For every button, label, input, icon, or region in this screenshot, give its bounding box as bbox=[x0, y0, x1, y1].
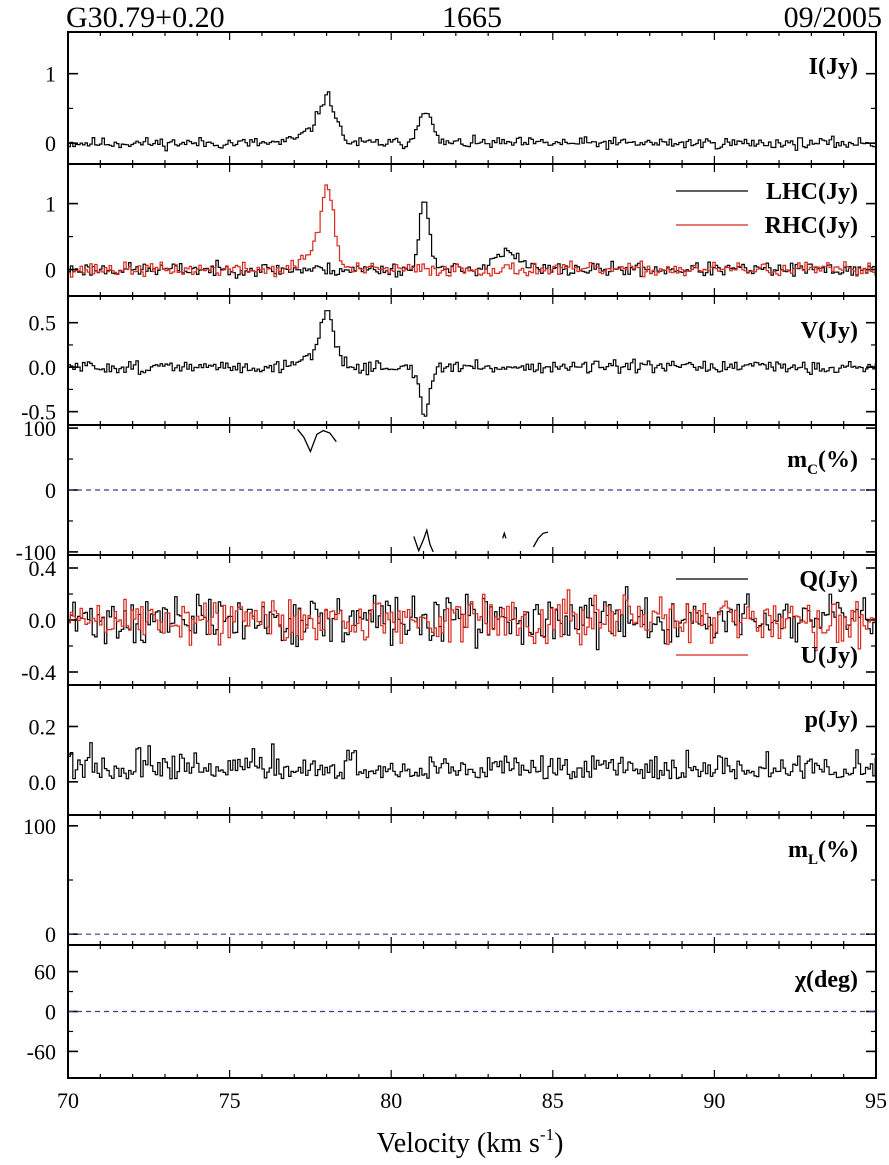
panel-V-frame bbox=[67, 295, 877, 426]
panel-chi-ytick-label: 0 bbox=[45, 1000, 56, 1025]
panel-p-frame bbox=[67, 684, 877, 816]
panel-LR-series-rhcjy bbox=[68, 184, 876, 278]
panel-chi-ytick-label: -60 bbox=[27, 1039, 56, 1064]
panel-p-label: p(Jy) bbox=[805, 707, 858, 733]
panel-mc-ytick-label: -100 bbox=[16, 540, 56, 565]
panel-QU-ytick-label: 0.0 bbox=[29, 608, 57, 633]
panel-V-ytick-label: -0.5 bbox=[21, 400, 56, 425]
panel-I-frame bbox=[67, 31, 877, 165]
panel-V-series-0 bbox=[68, 310, 876, 417]
panel-mc-segment-3 bbox=[532, 531, 549, 548]
xtick-label: 90 bbox=[703, 1088, 725, 1113]
panel-p-ytick-label: 0.0 bbox=[29, 770, 57, 795]
panel-I-ytick-label: 1 bbox=[45, 62, 56, 87]
panel-I-series-0 bbox=[68, 91, 876, 152]
panel-V-label: V(Jy) bbox=[801, 318, 858, 344]
panel-chi-label: χ(deg) bbox=[794, 967, 858, 993]
panel-chi-frame bbox=[67, 944, 877, 1079]
panel-QU-series-ujy bbox=[68, 589, 876, 652]
panel-mc-segment-0 bbox=[296, 428, 337, 454]
header-epoch-text: 09/2005 bbox=[784, 1, 882, 34]
panel-mc-ytick-label: 100 bbox=[23, 416, 56, 441]
panel-V-ytick-label: 0.0 bbox=[29, 355, 57, 380]
xtick-label: 70 bbox=[57, 1088, 79, 1113]
x-axis-title: Velocity (km s-1) bbox=[377, 1125, 564, 1159]
xtick-label: 95 bbox=[865, 1088, 887, 1113]
panel-QU-ytick-label: -0.4 bbox=[21, 660, 56, 685]
panel-mc-label: mC(%) bbox=[787, 447, 858, 478]
panel-LR-frame bbox=[67, 163, 877, 297]
panel-chi-ytick-label: 60 bbox=[34, 960, 56, 985]
panel-mL-ytick-label: 0 bbox=[45, 922, 56, 947]
panel-mc-ytick-label: 0 bbox=[45, 478, 56, 503]
header-frequency-text: 1665 bbox=[442, 1, 502, 34]
panel-mL-frame bbox=[67, 814, 877, 946]
panel-mc-segment-1 bbox=[413, 527, 434, 553]
panel-LR-ytick-label: 0 bbox=[45, 258, 56, 283]
panel-mc-segment-2 bbox=[502, 531, 507, 539]
panel-QU-legend-label-1: U(Jy) bbox=[801, 643, 858, 669]
header-source-text: G30.79+0.20 bbox=[66, 1, 225, 34]
panel-QU-legend-label-0: Q(Jy) bbox=[799, 567, 858, 593]
xtick-label: 85 bbox=[542, 1088, 564, 1113]
xtick-label: 80 bbox=[380, 1088, 402, 1113]
panel-LR-ytick-label: 1 bbox=[45, 192, 56, 217]
panel-V-ytick-label: 0.5 bbox=[29, 311, 57, 336]
panel-mL-ytick-label: 100 bbox=[23, 814, 56, 839]
xtick-label: 75 bbox=[219, 1088, 241, 1113]
panel-mL-label: mL(%) bbox=[788, 837, 858, 868]
panel-QU-ytick-label: 0.4 bbox=[29, 556, 57, 581]
panel-LR-legend-label-1: RHC(Jy) bbox=[765, 213, 858, 239]
panel-I-label: I(Jy) bbox=[809, 54, 858, 80]
panel-p-series-0 bbox=[68, 742, 876, 780]
panel-I-ytick-label: 0 bbox=[45, 131, 56, 156]
panel-LR-legend-label-0: LHC(Jy) bbox=[766, 179, 858, 205]
panel-p-ytick-label: 0.2 bbox=[29, 714, 57, 739]
